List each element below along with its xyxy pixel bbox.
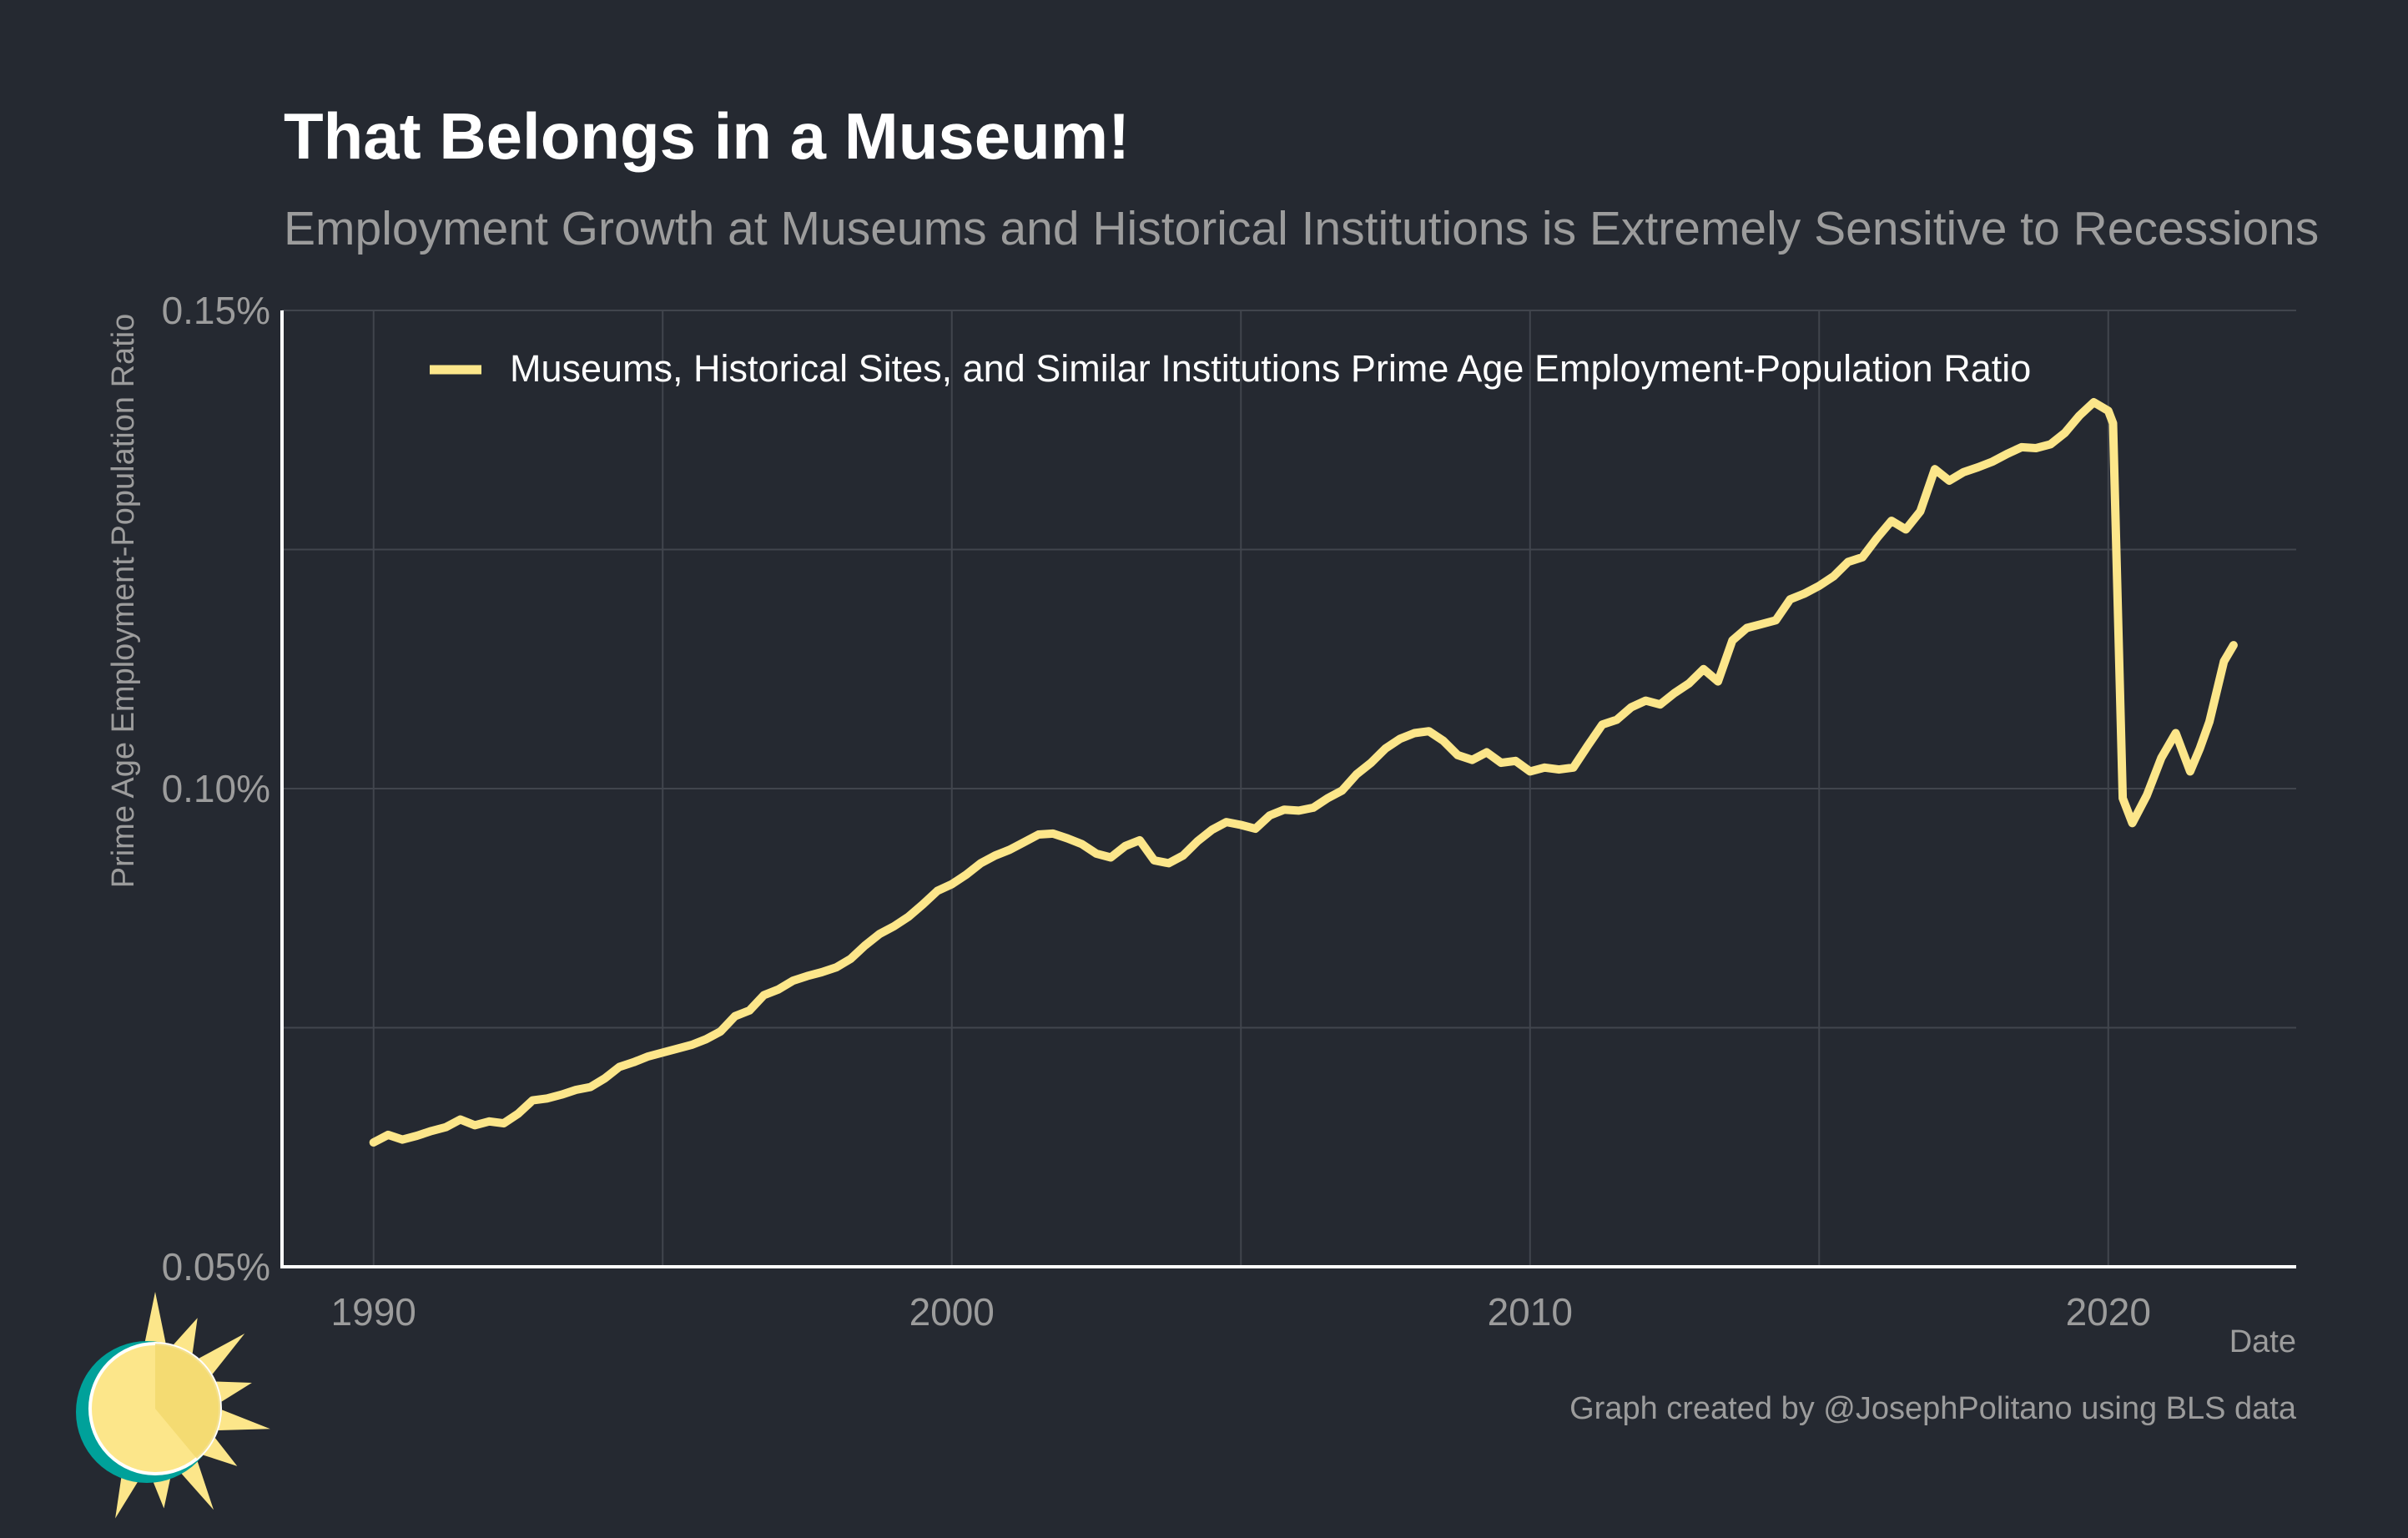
x-tick-label: 2010 bbox=[1488, 1290, 1573, 1334]
y-axis-label: Prime Age Employment-Population Ratio bbox=[106, 314, 141, 889]
sun-ray bbox=[174, 1318, 198, 1354]
axes bbox=[280, 310, 2296, 1268]
y-tick-label: 0.05% bbox=[162, 1245, 270, 1288]
sun-ray bbox=[144, 1292, 166, 1343]
chart-title: That Belongs in a Museum! bbox=[284, 99, 1130, 173]
sun-ray bbox=[203, 1438, 238, 1466]
series-lines bbox=[369, 398, 2238, 1147]
sun-rays bbox=[115, 1292, 270, 1519]
credit-text: Graph created by @JosephPolitano using B… bbox=[1569, 1391, 2297, 1426]
y-tick-labels: 0.05% 0.10% 0.15% bbox=[162, 289, 270, 1288]
sun-ray bbox=[179, 1460, 214, 1510]
sun-ray bbox=[199, 1334, 245, 1374]
x-axis-label: Date bbox=[2229, 1324, 2296, 1359]
legend-label: Museums, Historical Sites, and Similar I… bbox=[510, 347, 2031, 390]
y-tick-label: 0.10% bbox=[162, 767, 270, 810]
x-tick-labels: 1990 2000 2010 2020 bbox=[331, 1290, 2151, 1334]
sun-shade bbox=[155, 1343, 221, 1459]
sun-ray bbox=[216, 1381, 252, 1402]
gridlines bbox=[282, 310, 2296, 1267]
sun-ray bbox=[218, 1409, 270, 1431]
x-tick-label: 2000 bbox=[909, 1290, 995, 1334]
y-tick-label: 0.15% bbox=[162, 289, 270, 332]
x-tick-label: 2020 bbox=[2066, 1290, 2151, 1334]
sun-icon bbox=[76, 1292, 270, 1519]
series-line bbox=[369, 398, 2238, 1147]
x-tick-label: 1990 bbox=[331, 1290, 416, 1334]
legend: Museums, Historical Sites, and Similar I… bbox=[430, 347, 2031, 390]
chart-subtitle: Employment Growth at Museums and Histori… bbox=[284, 202, 2319, 255]
